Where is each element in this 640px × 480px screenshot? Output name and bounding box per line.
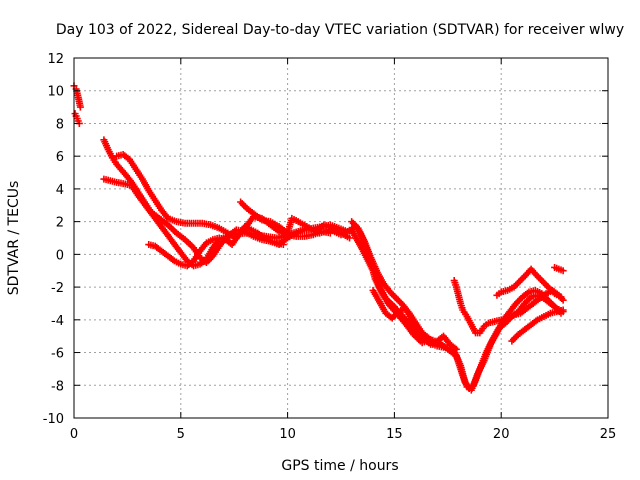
- series-trace-11: [493, 265, 565, 301]
- data-point: [279, 241, 287, 249]
- series-trace-7: [237, 198, 354, 242]
- data-marks: [70, 82, 567, 394]
- x-tick-label: 0: [70, 427, 78, 442]
- y-tick-label: 0: [56, 248, 64, 263]
- y-tick-label: 8: [56, 117, 64, 132]
- x-tick-label: 10: [279, 427, 296, 442]
- y-tick-label: -6: [51, 347, 64, 362]
- plot-frame: [73, 57, 609, 419]
- series-trace-10: [450, 277, 567, 337]
- y-tick-label: -10: [43, 412, 64, 427]
- x-tick-label: 15: [386, 427, 403, 442]
- data-point: [76, 103, 84, 111]
- y-axis-label: SDTVAR / TECUs: [6, 181, 22, 296]
- x-tick-label: 5: [177, 427, 185, 442]
- x-tick-label: 20: [493, 427, 510, 442]
- series-trace-6: [145, 223, 287, 270]
- y-tick-label: 6: [56, 150, 64, 165]
- data-point: [452, 345, 460, 353]
- y-tick-label: 10: [47, 85, 64, 100]
- series-trace-12: [508, 306, 567, 345]
- y-tick-label: 12: [47, 52, 64, 67]
- series-trace-13: [551, 263, 567, 275]
- series-trace-9: [369, 286, 460, 353]
- data-point: [557, 293, 565, 301]
- series-trace-3: [100, 136, 565, 393]
- y-tick-label: -2: [51, 281, 64, 296]
- axis-ticks: 0 5 10 15 20 25 -10 -8 -6 -4 -2 0 2 4 6 8 10 12: [43, 52, 617, 442]
- x-tick-label: 25: [600, 427, 617, 442]
- series-trace-2: [71, 110, 83, 127]
- data-point: [559, 306, 567, 314]
- data-point: [559, 267, 567, 275]
- y-tick-label: -4: [51, 314, 64, 329]
- chart-title: Day 103 of 2022, Sidereal Day-to-day VTE…: [56, 22, 624, 38]
- y-tick-label: 2: [56, 216, 64, 231]
- y-tick-label: 4: [56, 183, 64, 198]
- series-trace-8: [348, 218, 433, 342]
- data-point: [346, 234, 354, 242]
- series-trace-4: [100, 175, 567, 394]
- y-tick-label: -8: [51, 379, 64, 394]
- x-axis-label: GPS time / hours: [281, 458, 398, 474]
- series-trace-1: [70, 82, 84, 111]
- grid-lines: [74, 58, 608, 418]
